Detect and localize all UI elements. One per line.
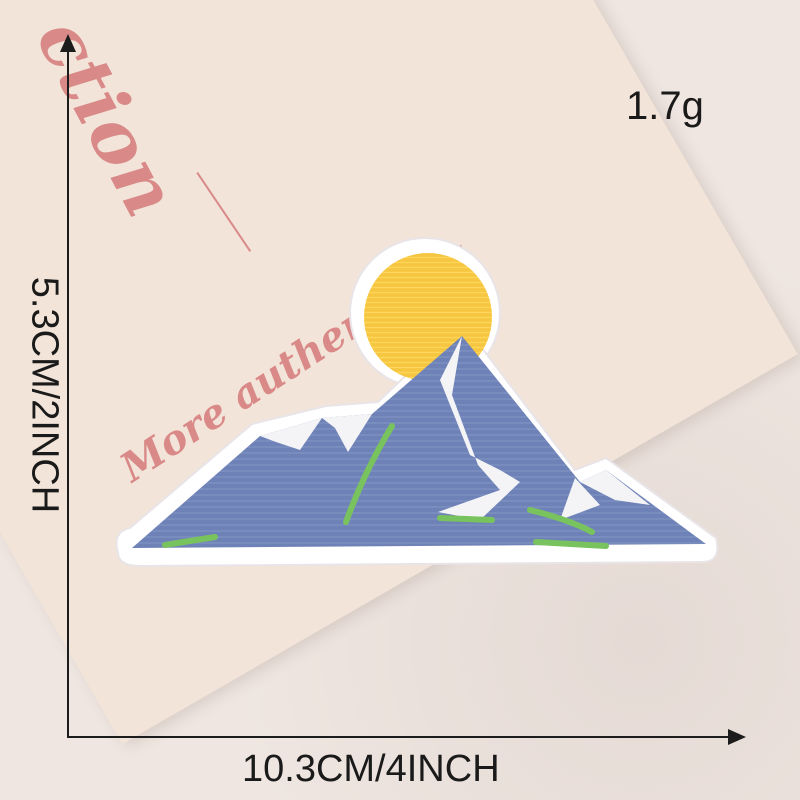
- height-label: 5.3CM/2INCH: [23, 276, 66, 514]
- height-axis-line: [67, 48, 69, 738]
- width-axis-line: [67, 736, 737, 738]
- grass-accents: [162, 423, 609, 549]
- mountain-range: [132, 336, 706, 548]
- weight-label: 1.7g: [626, 84, 704, 128]
- snow-caps: [260, 336, 650, 520]
- arrow-right-icon: [728, 729, 746, 745]
- width-label: 10.3CM/4INCH: [242, 748, 500, 790]
- arrow-up-icon: [60, 34, 76, 52]
